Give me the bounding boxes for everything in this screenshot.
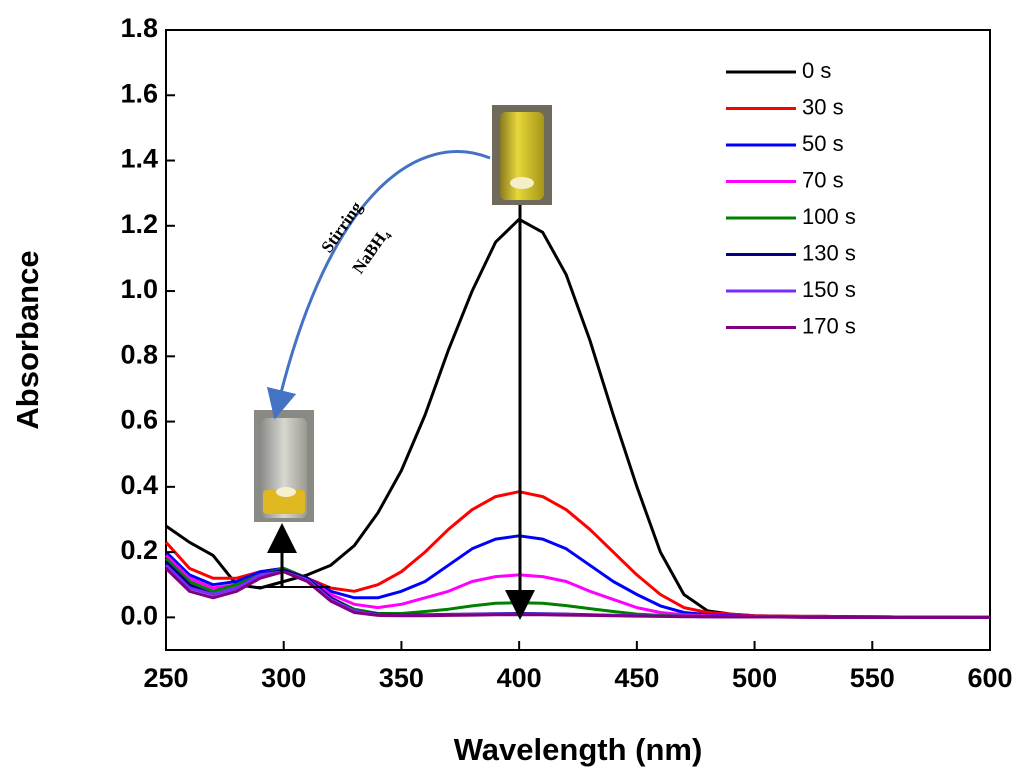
y-tick-label: 1.6 xyxy=(120,78,158,108)
vial-yellow xyxy=(492,105,552,205)
y-tick-label: 1.4 xyxy=(120,144,158,174)
series-line xyxy=(164,567,990,619)
legend-label: 70 s xyxy=(802,167,844,192)
plot-frame xyxy=(165,29,991,651)
x-tick-label: 250 xyxy=(143,663,188,693)
legend-label: 150 s xyxy=(802,277,856,302)
x-tick-label: 500 xyxy=(732,663,777,693)
reaction-arrow xyxy=(266,150,491,420)
legend-label: 0 s xyxy=(802,58,831,83)
y-tick-label: 1.0 xyxy=(120,274,158,304)
y-tick-label: 0.4 xyxy=(120,470,158,500)
legend-label: 170 s xyxy=(802,313,856,338)
legend-label: 30 s xyxy=(802,94,844,119)
plot-area xyxy=(164,217,990,619)
x-tick-label: 450 xyxy=(614,663,659,693)
legend-label: 130 s xyxy=(802,240,856,265)
y-tick-label: 0.6 xyxy=(120,405,158,435)
y-axis-label: Absorbance xyxy=(10,250,45,429)
x-tick-label: 350 xyxy=(379,663,424,693)
y-tick-label: 0.0 xyxy=(120,600,158,630)
y-tick-label: 0.8 xyxy=(120,339,158,369)
vial-clear xyxy=(254,410,314,522)
x-tick-label: 400 xyxy=(497,663,542,693)
y-tick-label: 1.2 xyxy=(120,209,158,239)
legend-label: 50 s xyxy=(802,131,844,156)
x-axis-label: Wavelength (nm) xyxy=(454,732,703,767)
legend-label: 100 s xyxy=(802,204,856,229)
x-tick-label: 300 xyxy=(261,663,306,693)
y-tick-label: 1.8 xyxy=(120,13,158,43)
y-tick-label: 0.2 xyxy=(120,535,158,565)
annotation: NaBH₄ xyxy=(348,225,392,277)
series-line xyxy=(164,534,990,619)
x-tick-label: 600 xyxy=(967,663,1012,693)
x-tick-label: 550 xyxy=(850,663,895,693)
annotation: Stirring xyxy=(317,198,366,256)
